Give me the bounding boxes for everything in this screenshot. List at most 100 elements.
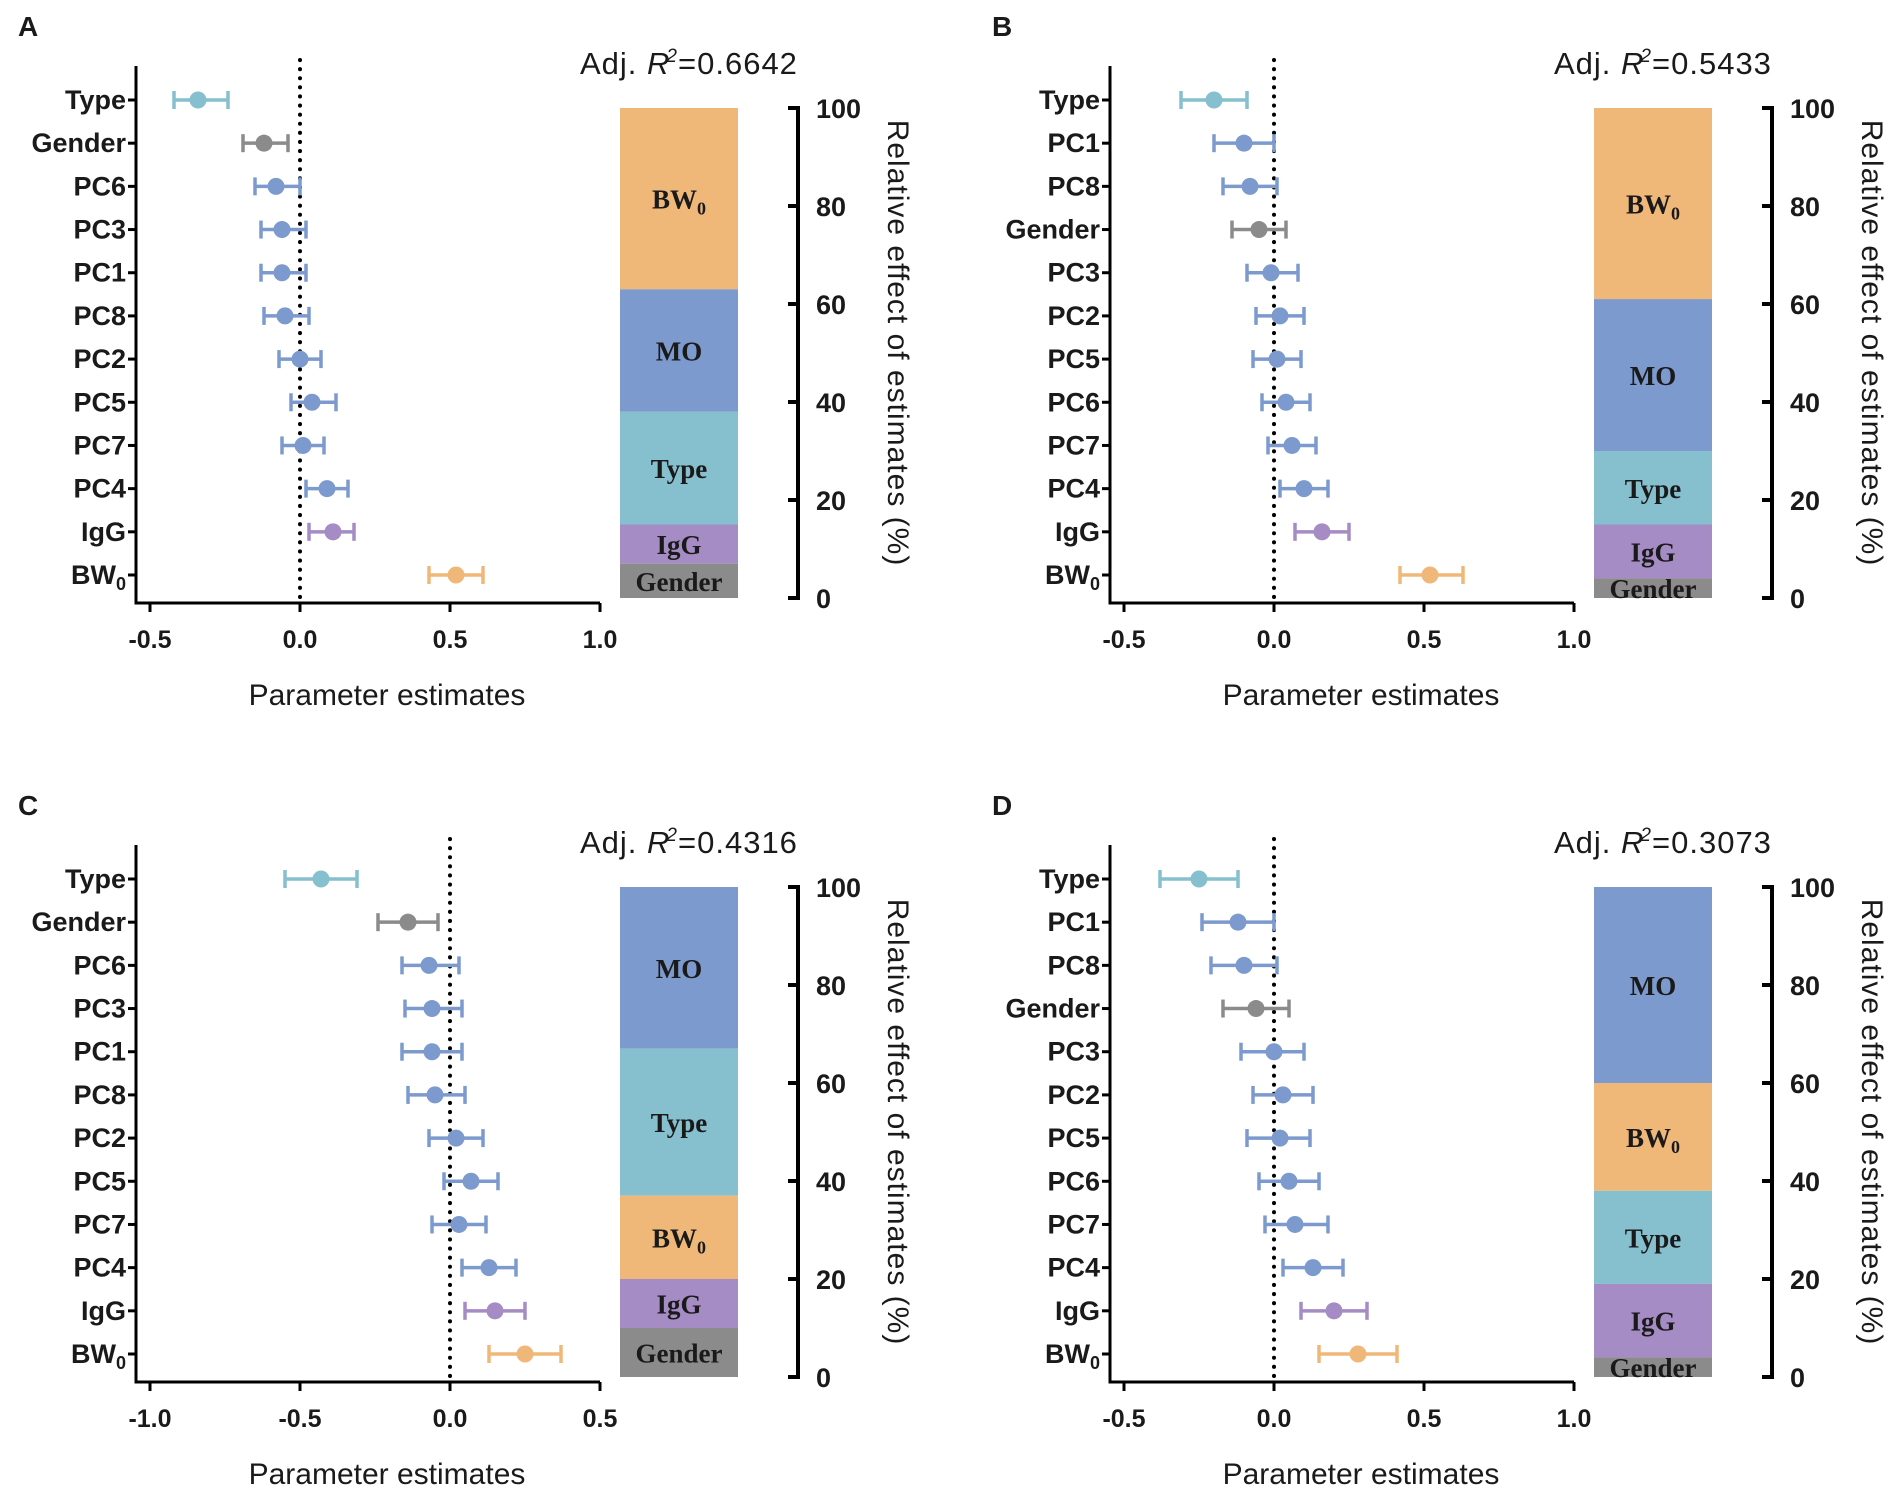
estimate-point xyxy=(273,264,291,282)
category-label-text: Type xyxy=(65,864,126,894)
x-tick-label: 0.5 xyxy=(1407,626,1442,654)
stack-segment-label: MO xyxy=(1630,361,1677,391)
adjusted-r2-prefix: Adj. xyxy=(1554,825,1621,860)
estimate-point xyxy=(399,913,417,931)
category-label-text: PC1 xyxy=(73,1037,126,1067)
x-tick-label: 1.0 xyxy=(583,626,618,654)
stack-segment-igg xyxy=(620,524,738,564)
category-label-text: Type xyxy=(1039,85,1100,115)
estimate-point xyxy=(447,566,465,584)
category-label: PC8 xyxy=(1047,171,1100,201)
estimate-point xyxy=(426,1086,444,1104)
category-label-text: PC3 xyxy=(1047,1037,1100,1067)
estimate-point xyxy=(1250,221,1268,239)
stack-segment-label-text: Gender xyxy=(636,567,723,597)
category-label: IgG xyxy=(81,517,126,547)
stack-segment-gender xyxy=(620,563,738,598)
estimate-point xyxy=(255,134,273,152)
category-label-text: PC4 xyxy=(1047,474,1100,504)
relative-effect-tick-label: 80 xyxy=(816,971,846,1001)
category-label-text: PC5 xyxy=(73,1166,126,1196)
category-label-text: PC8 xyxy=(1047,171,1100,201)
category-label: PC1 xyxy=(73,1037,126,1067)
category-label-text: Gender xyxy=(1005,215,1100,245)
estimate-point xyxy=(1283,436,1301,454)
estimate-point xyxy=(189,91,207,109)
category-label: PC1 xyxy=(73,258,126,288)
stack-segment-bw0 xyxy=(1594,108,1712,300)
adjusted-r2-value: =0.3073 xyxy=(1652,825,1772,860)
category-label-text: PC6 xyxy=(1047,1166,1100,1196)
category-label-text: PC1 xyxy=(73,258,126,288)
estimate-point xyxy=(1241,177,1259,195)
stack-segment-label: IgG xyxy=(1630,537,1675,567)
stack-segment-label: Type xyxy=(651,1108,708,1138)
category-label-text: PC8 xyxy=(1047,950,1100,980)
estimate-point xyxy=(273,221,291,239)
x-tick-label: -0.5 xyxy=(128,626,171,654)
stack-segment-igg xyxy=(620,1279,738,1328)
adjusted-r2-symbol: R xyxy=(1621,46,1644,81)
stack-segment-label: Type xyxy=(1625,1223,1682,1253)
stack-segment-label: MO xyxy=(656,954,703,984)
category-label-text: PC8 xyxy=(73,301,126,331)
category-label: PC6 xyxy=(1047,387,1100,417)
estimate-point xyxy=(1274,1086,1292,1104)
category-label-text: Type xyxy=(65,85,126,115)
adjusted-r2-prefix: Adj. xyxy=(1554,46,1621,81)
category-label: BW0 xyxy=(1045,560,1100,594)
stack-segment-type xyxy=(1594,1190,1712,1284)
category-label: PC7 xyxy=(73,430,126,460)
panel-letter: A xyxy=(18,11,38,42)
stack-segment-label: IgG xyxy=(656,530,701,560)
adjusted-r2-symbol: R xyxy=(1621,825,1644,860)
category-label-text: PC4 xyxy=(73,1253,126,1283)
estimate-point xyxy=(486,1302,504,1320)
estimate-point xyxy=(420,956,438,974)
stack-segment-label-text: Type xyxy=(1625,474,1682,504)
estimate-point xyxy=(267,177,285,195)
category-label: PC1 xyxy=(1047,907,1100,937)
estimate-point xyxy=(1421,566,1439,584)
category-label: Type xyxy=(65,864,126,894)
relative-effect-tick-label: 40 xyxy=(1790,1167,1820,1197)
category-label: Type xyxy=(65,85,126,115)
adjusted-r2-label: Adj. R2=0.5433 xyxy=(1554,46,1772,81)
x-tick-label: -1.0 xyxy=(128,1405,171,1433)
stack-segment-gender xyxy=(1594,1357,1712,1377)
panel-d: D -0.5 0.0 0.5 1.0 Parameter estimates Type PC1… xyxy=(992,790,1888,1488)
stack-segment-bw0 xyxy=(1594,1083,1712,1191)
adjusted-r2-superscript: 2 xyxy=(665,825,678,846)
estimate-point xyxy=(1229,913,1247,931)
x-axis-title: Parameter estimates xyxy=(249,679,526,712)
stack-segment-mo xyxy=(1594,887,1712,1083)
x-axis-title: Parameter estimates xyxy=(1223,1458,1500,1488)
adjusted-r2-symbol: R xyxy=(647,825,670,860)
relative-effect-tick-label: 40 xyxy=(816,388,846,418)
category-label: IgG xyxy=(81,1296,126,1326)
estimate-point xyxy=(1295,480,1313,498)
category-label-text: PC3 xyxy=(73,994,126,1024)
relative-effect-tick-label: 60 xyxy=(1790,290,1820,320)
category-label-text: Gender xyxy=(31,128,126,158)
x-tick-label: -0.5 xyxy=(1102,1405,1145,1433)
category-label: PC5 xyxy=(73,1166,126,1196)
stack-segment-label-text: IgG xyxy=(656,1290,701,1320)
category-label-text: Gender xyxy=(31,907,126,937)
estimate-point xyxy=(1247,1000,1265,1018)
stack-segment-label: IgG xyxy=(1630,1307,1675,1337)
category-label: Type xyxy=(1039,85,1100,115)
relative-effect-axis-title: Relative effect of estimates (%) xyxy=(1855,899,1888,1346)
category-label-text: PC6 xyxy=(1047,387,1100,417)
category-label: PC7 xyxy=(73,1209,126,1239)
estimate-point xyxy=(294,436,312,454)
category-label-text: Type xyxy=(1039,864,1100,894)
estimate-point xyxy=(318,480,336,498)
stack-segment-label-subscript: 0 xyxy=(1671,204,1680,224)
estimate-point xyxy=(1235,134,1253,152)
category-label-text: PC5 xyxy=(1047,1123,1100,1153)
category-label: IgG xyxy=(1055,1296,1100,1326)
estimate-point xyxy=(1271,307,1289,325)
adjusted-r2-value: =0.4316 xyxy=(678,825,798,860)
category-label: Gender xyxy=(1005,215,1100,245)
